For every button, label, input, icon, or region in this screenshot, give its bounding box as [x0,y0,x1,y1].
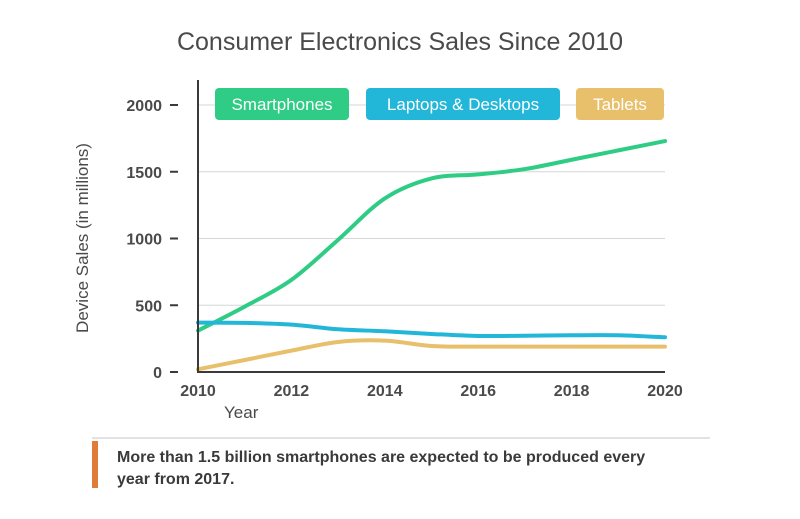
series-lines [196,139,667,372]
note-line-2: year from 2017. [117,471,234,488]
x-tick-label: 2018 [554,383,590,400]
y-axis-label: Device Sales (in millions) [73,143,92,333]
legend-label: Smartphones [231,95,332,114]
x-tick-label: 2020 [647,383,683,400]
legend-swatch [215,88,349,120]
x-tick-label: 2014 [367,383,403,400]
y-tick-label: 1000 [126,232,162,249]
legend: Smartphones Laptops & Desktops Tablets [215,88,664,120]
y-tick-label: 0 [153,365,162,382]
x-tick-label: 2010 [180,383,216,400]
y-tick-label: 2000 [126,98,162,115]
tick-labels: 0 500 1000 1500 2000 2010 2012 2014 2016 2018 2020 [126,98,682,400]
legend-item-laptops-desktops: Laptops & Desktops [366,88,560,120]
chart-title: Consumer Electronics Sales Since 2010 [177,28,623,56]
legend-item-smartphones: Smartphones [215,88,349,120]
legend-swatch [576,88,664,120]
x-tick-label: 2016 [460,383,496,400]
y-tick-label: 1500 [126,165,162,182]
series-line-smartphones [196,139,667,333]
x-tick-label: 2012 [274,383,310,400]
note-accent-bar [92,441,98,488]
note-line-1: More than 1.5 billion smartphones are ex… [117,449,645,466]
series-line-laptops-desktops [196,320,667,340]
legend-label: Laptops & Desktops [387,95,539,114]
x-axis-label: Year [224,403,259,422]
legend-item-tablets: Tablets [576,88,664,120]
legend-label: Tablets [593,95,647,114]
legend-swatch [366,88,560,120]
grid [198,104,665,306]
y-tick-label: 500 [135,298,162,315]
series-line-tablets [196,338,667,372]
